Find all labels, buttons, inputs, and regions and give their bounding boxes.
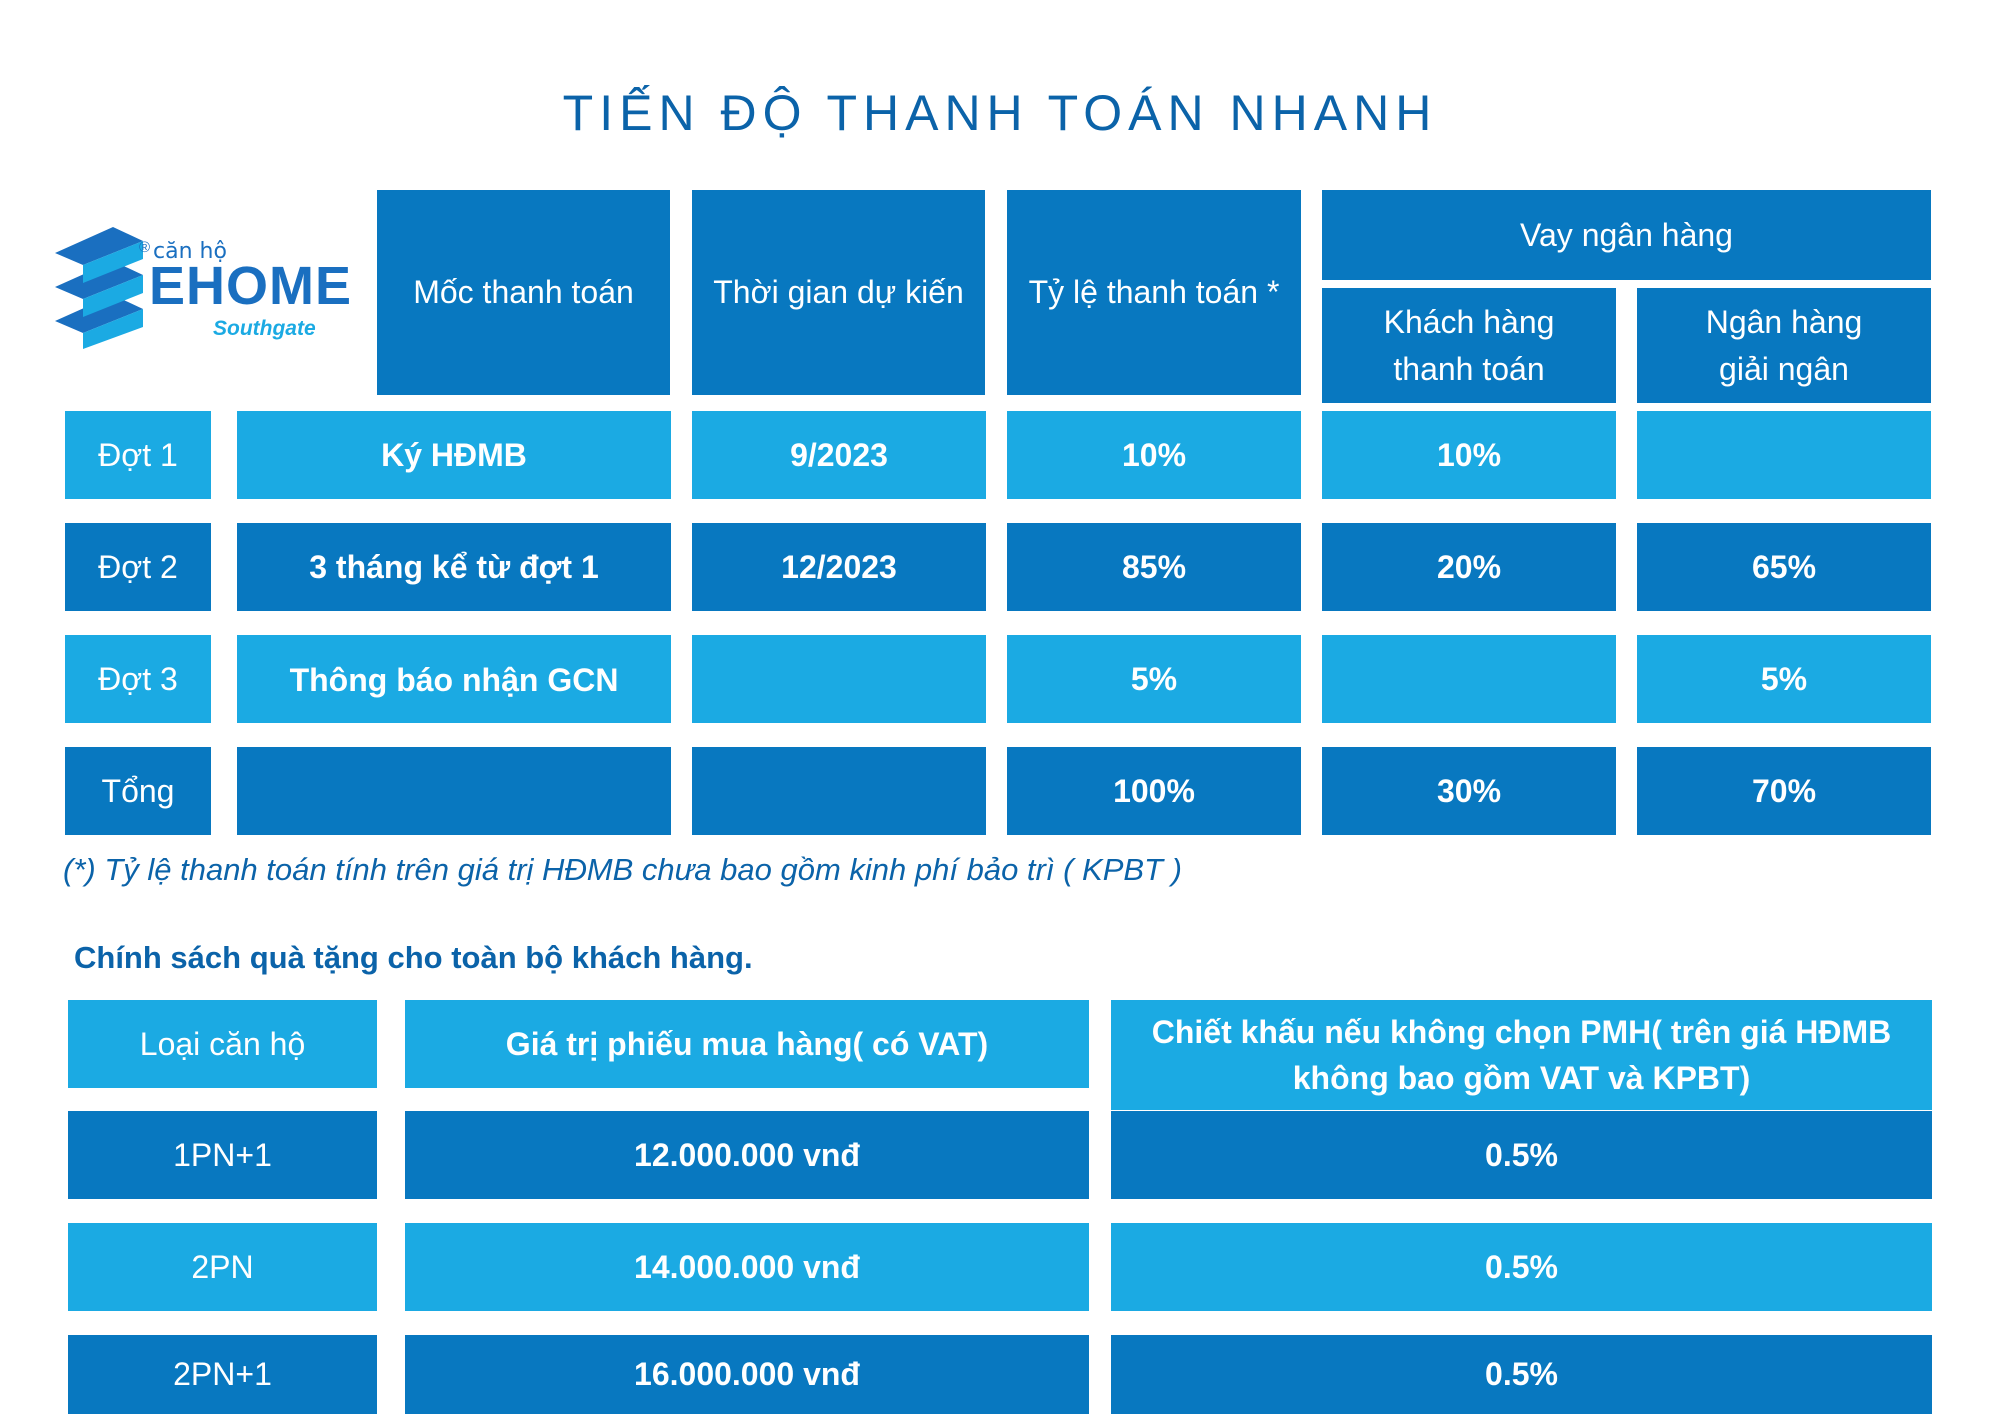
discount-cell: 0.5% <box>1111 1335 1932 1414</box>
header-customer-pays: Khách hàng thanh toán <box>1322 288 1616 403</box>
rate-cell: 85% <box>1007 523 1301 611</box>
bank-cell: 5% <box>1637 635 1931 723</box>
rate-cell: 100% <box>1007 747 1301 835</box>
discount-cell: 0.5% <box>1111 1111 1932 1199</box>
rate-cell: 10% <box>1007 411 1301 499</box>
voucher-value-cell: 16.000.000 vnđ <box>405 1335 1089 1414</box>
time-cell <box>692 635 986 723</box>
stage-label: Đợt 1 <box>65 411 211 499</box>
milestone-cell: Ký HĐMB <box>237 411 671 499</box>
header-milestone: Mốc thanh toán <box>377 190 670 395</box>
logo-subtext: Southgate <box>213 317 316 340</box>
milestone-cell: Thông báo nhận GCN <box>237 635 671 723</box>
page-title: TIẾN ĐỘ THANH TOÁN NHANH <box>562 85 1438 141</box>
header-bank-loan: Vay ngân hàng <box>1322 190 1931 280</box>
header-payment-rate: Tỷ lệ thanh toán * <box>1007 190 1301 395</box>
logo-top-text: căn hộ <box>153 239 227 264</box>
logo-brand: EHOME <box>149 256 353 316</box>
header-apartment-type: Loại căn hộ <box>68 1000 377 1088</box>
time-cell <box>692 747 986 835</box>
milestone-cell: 3 tháng kể từ đợt 1 <box>237 523 671 611</box>
discount-cell: 0.5% <box>1111 1223 1932 1311</box>
customer-cell <box>1322 635 1616 723</box>
time-cell: 12/2023 <box>692 523 986 611</box>
header-expected-time: Thời gian dự kiến <box>692 190 985 395</box>
time-cell: 9/2023 <box>692 411 986 499</box>
customer-cell: 20% <box>1322 523 1616 611</box>
customer-cell: 30% <box>1322 747 1616 835</box>
apartment-type-cell: 2PN+1 <box>68 1335 377 1414</box>
stage-label: Đợt 2 <box>65 523 211 611</box>
customer-cell: 10% <box>1322 411 1616 499</box>
apartment-type-cell: 1PN+1 <box>68 1111 377 1199</box>
gift-policy-heading: Chính sách quà tặng cho toàn bộ khách hà… <box>74 940 753 975</box>
milestone-cell <box>237 747 671 835</box>
bank-cell <box>1637 411 1931 499</box>
stage-label: Tổng <box>65 747 211 835</box>
ehome-logo-graphic <box>55 227 143 349</box>
header-voucher-value: Giá trị phiếu mua hàng( có VAT) <box>405 1000 1089 1088</box>
header-discount: Chiết khấu nếu không chọn PMH( trên giá … <box>1111 1000 1932 1110</box>
apartment-type-cell: 2PN <box>68 1223 377 1311</box>
stage-label: Đợt 3 <box>65 635 211 723</box>
header-bank-disburses: Ngân hàng giải ngân <box>1637 288 1931 403</box>
bank-cell: 70% <box>1637 747 1931 835</box>
logo-registered-mark: ® <box>139 239 151 256</box>
voucher-value-cell: 12.000.000 vnđ <box>405 1111 1089 1199</box>
ehome-logo: ® căn hộ EHOME Southgate <box>55 225 355 350</box>
rate-cell: 5% <box>1007 635 1301 723</box>
bank-cell: 65% <box>1637 523 1931 611</box>
voucher-value-cell: 14.000.000 vnđ <box>405 1223 1089 1311</box>
footnote: (*) Tỷ lệ thanh toán tính trên giá trị H… <box>63 852 1182 887</box>
